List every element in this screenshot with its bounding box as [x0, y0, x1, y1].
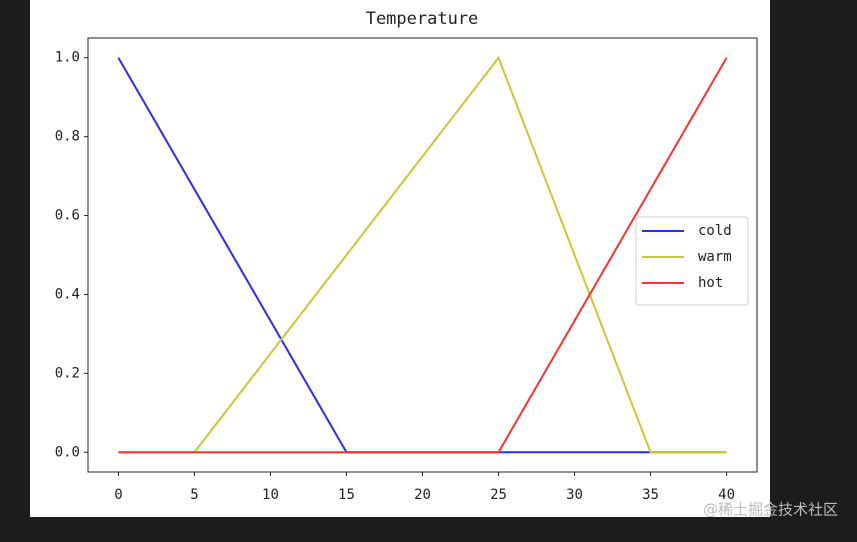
y-tick-label: 0.4: [55, 286, 80, 302]
legend-label: warm: [698, 249, 732, 265]
x-tick-label: 15: [338, 487, 355, 503]
x-tick-label: 40: [718, 487, 735, 503]
y-tick-label: 0.8: [55, 129, 80, 145]
y-tick-label: 1.0: [55, 50, 80, 66]
y-tick-label: 0.6: [55, 208, 80, 224]
y-tick-label: 0.2: [55, 365, 80, 381]
x-tick-label: 20: [414, 487, 431, 503]
series-line: [118, 57, 728, 454]
watermark: @稀土掘金技术社区: [703, 501, 838, 519]
chart-title: Temperature: [366, 9, 479, 29]
x-tick-label: 25: [490, 487, 507, 503]
x-tick-label: 10: [262, 487, 279, 503]
y-tick-label: 0.0: [55, 444, 80, 460]
x-tick-label: 35: [642, 487, 659, 503]
legend-label: hot: [698, 275, 723, 291]
legend-label: cold: [698, 223, 732, 239]
x-tick-label: 5: [190, 487, 198, 503]
x-tick-label: 0: [114, 487, 122, 503]
x-tick-label: 30: [566, 487, 583, 503]
